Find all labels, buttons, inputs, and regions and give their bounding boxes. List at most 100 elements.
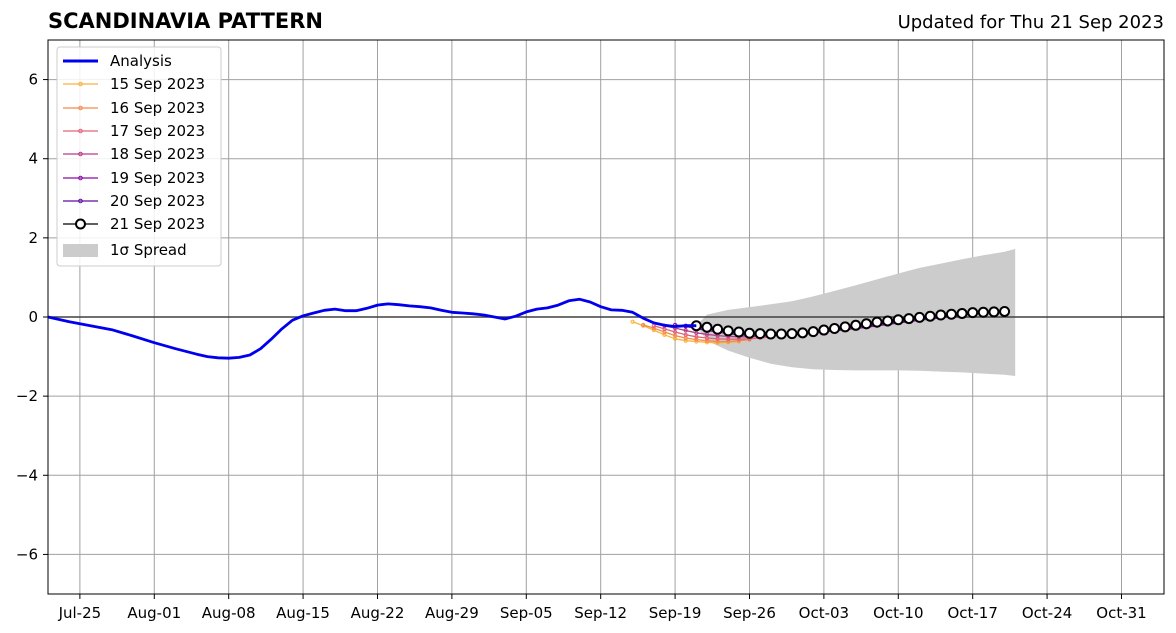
x-tick-label: Oct-31 (1096, 604, 1146, 622)
x-tick-label: Oct-17 (947, 604, 997, 622)
legend-marker (78, 198, 83, 204)
x-tick-label: Sep-05 (500, 604, 553, 622)
legend-label: Analysis (110, 52, 172, 70)
forecast-point (871, 316, 883, 328)
forecast-point (775, 328, 787, 340)
forecast-point (743, 327, 755, 339)
legend-item: 17 Sep 2023 (63, 122, 205, 140)
forecast-point (683, 332, 688, 337)
x-tick-label: Sep-26 (723, 604, 776, 622)
forecast-point (704, 332, 710, 337)
forecast-point (850, 319, 862, 331)
forecast-point (694, 334, 699, 339)
y-tick-label: 2 (28, 229, 38, 247)
forecast-point (988, 306, 1000, 318)
x-tick-label: Oct-10 (873, 604, 923, 622)
legend-marker (78, 81, 83, 87)
forecast-point (967, 307, 979, 319)
legend-item: Analysis (63, 52, 172, 70)
forecast-line (632, 321, 739, 344)
forecast-point (839, 321, 851, 333)
legend-marker (78, 105, 83, 111)
analysis-layer (47, 297, 697, 360)
spread-layer (696, 248, 1016, 376)
legend-box (56, 46, 222, 267)
forecast-point (903, 313, 915, 325)
forecast-point (726, 339, 731, 344)
forecast-point (999, 305, 1011, 317)
legend: Analysis 15 Sep 2023 16 Sep 2023 17 Sep 202… (56, 46, 222, 267)
forecast-point (712, 323, 724, 335)
legend-item: 16 Sep 2023 (63, 99, 205, 117)
forecast-point (641, 322, 646, 328)
forecast-point (935, 309, 947, 321)
legend-item: 18 Sep 2023 (63, 145, 205, 163)
forecast-point (630, 319, 635, 324)
y-tick-label: 0 (28, 308, 38, 326)
forecast-point (701, 321, 713, 333)
x-tick-label: Sep-12 (574, 604, 627, 622)
legend-label: 19 Sep 2023 (110, 169, 205, 187)
y-tick-label: 4 (28, 150, 38, 168)
forecast-point (651, 325, 656, 331)
forecast-point (807, 326, 819, 338)
forecast-point (818, 324, 830, 336)
forecast-point (945, 308, 957, 320)
forecast-layer (630, 305, 1011, 345)
x-tick-label: Aug-01 (127, 604, 181, 622)
x-tick-label: Sep-19 (649, 604, 702, 622)
forecast-point (736, 337, 741, 342)
forecast-point (882, 315, 894, 327)
forecast-line (643, 324, 750, 343)
x-tick-label: Jul-25 (58, 604, 102, 622)
y-tick-label: −4 (16, 466, 38, 484)
legend-label: 18 Sep 2023 (110, 145, 205, 163)
legend-marker (78, 128, 83, 134)
legend-item: 1σ Spread (63, 241, 187, 259)
forecast-point (892, 314, 904, 326)
y-tick-label: −6 (16, 545, 38, 563)
forecast-point (977, 306, 989, 318)
legend-label: 16 Sep 2023 (110, 99, 205, 117)
legend-item: 21 Sep 2023 (63, 215, 205, 233)
y-tick-label: 6 (28, 71, 38, 89)
legend-item: 15 Sep 2023 (63, 75, 205, 93)
legend-label: 17 Sep 2023 (110, 122, 205, 140)
forecast-point (733, 326, 745, 338)
legend-item: 19 Sep 2023 (63, 169, 205, 187)
forecast-point (924, 310, 936, 322)
legend-marker (78, 151, 83, 157)
spread-band (696, 248, 1016, 376)
x-tick-label: Oct-24 (1022, 604, 1072, 622)
analysis-line (47, 297, 697, 360)
legend-marker (75, 218, 86, 230)
legend-label: 15 Sep 2023 (110, 75, 205, 93)
forecast-point (765, 328, 777, 340)
forecast-point (829, 322, 841, 334)
x-tick-label: Aug-29 (425, 604, 479, 622)
forecast-point (694, 330, 699, 335)
forecast-point (914, 311, 926, 323)
legend-label: 1σ Spread (110, 241, 187, 259)
forecast-point (786, 328, 798, 340)
forecast-point (672, 329, 678, 335)
forecast-point (683, 328, 688, 333)
x-tick-label: Aug-08 (202, 604, 256, 622)
x-axis: Jul-25 Aug-01 Aug-08 Aug-15 Aug-22 Aug-29 Sep-… (58, 594, 1147, 622)
forecast-point (797, 327, 809, 339)
chart-subtitle: Updated for Thu 21 Sep 2023 (897, 12, 1164, 33)
legend-label: 21 Sep 2023 (110, 215, 205, 233)
forecast-point (956, 307, 968, 319)
forecast-point (754, 328, 766, 340)
x-tick-label: Aug-15 (276, 604, 330, 622)
chart-title: SCANDINAVIA PATTERN (48, 9, 323, 33)
legend-swatch (63, 244, 98, 257)
forecast-point (860, 318, 872, 330)
y-axis: −6 −4 −2 0 2 4 6 (16, 71, 48, 563)
legend-label: 20 Sep 2023 (110, 192, 205, 210)
y-tick-label: −2 (16, 387, 38, 405)
forecast-point (722, 325, 734, 337)
forecast-series (690, 305, 1011, 340)
x-tick-label: Oct-03 (799, 604, 849, 622)
